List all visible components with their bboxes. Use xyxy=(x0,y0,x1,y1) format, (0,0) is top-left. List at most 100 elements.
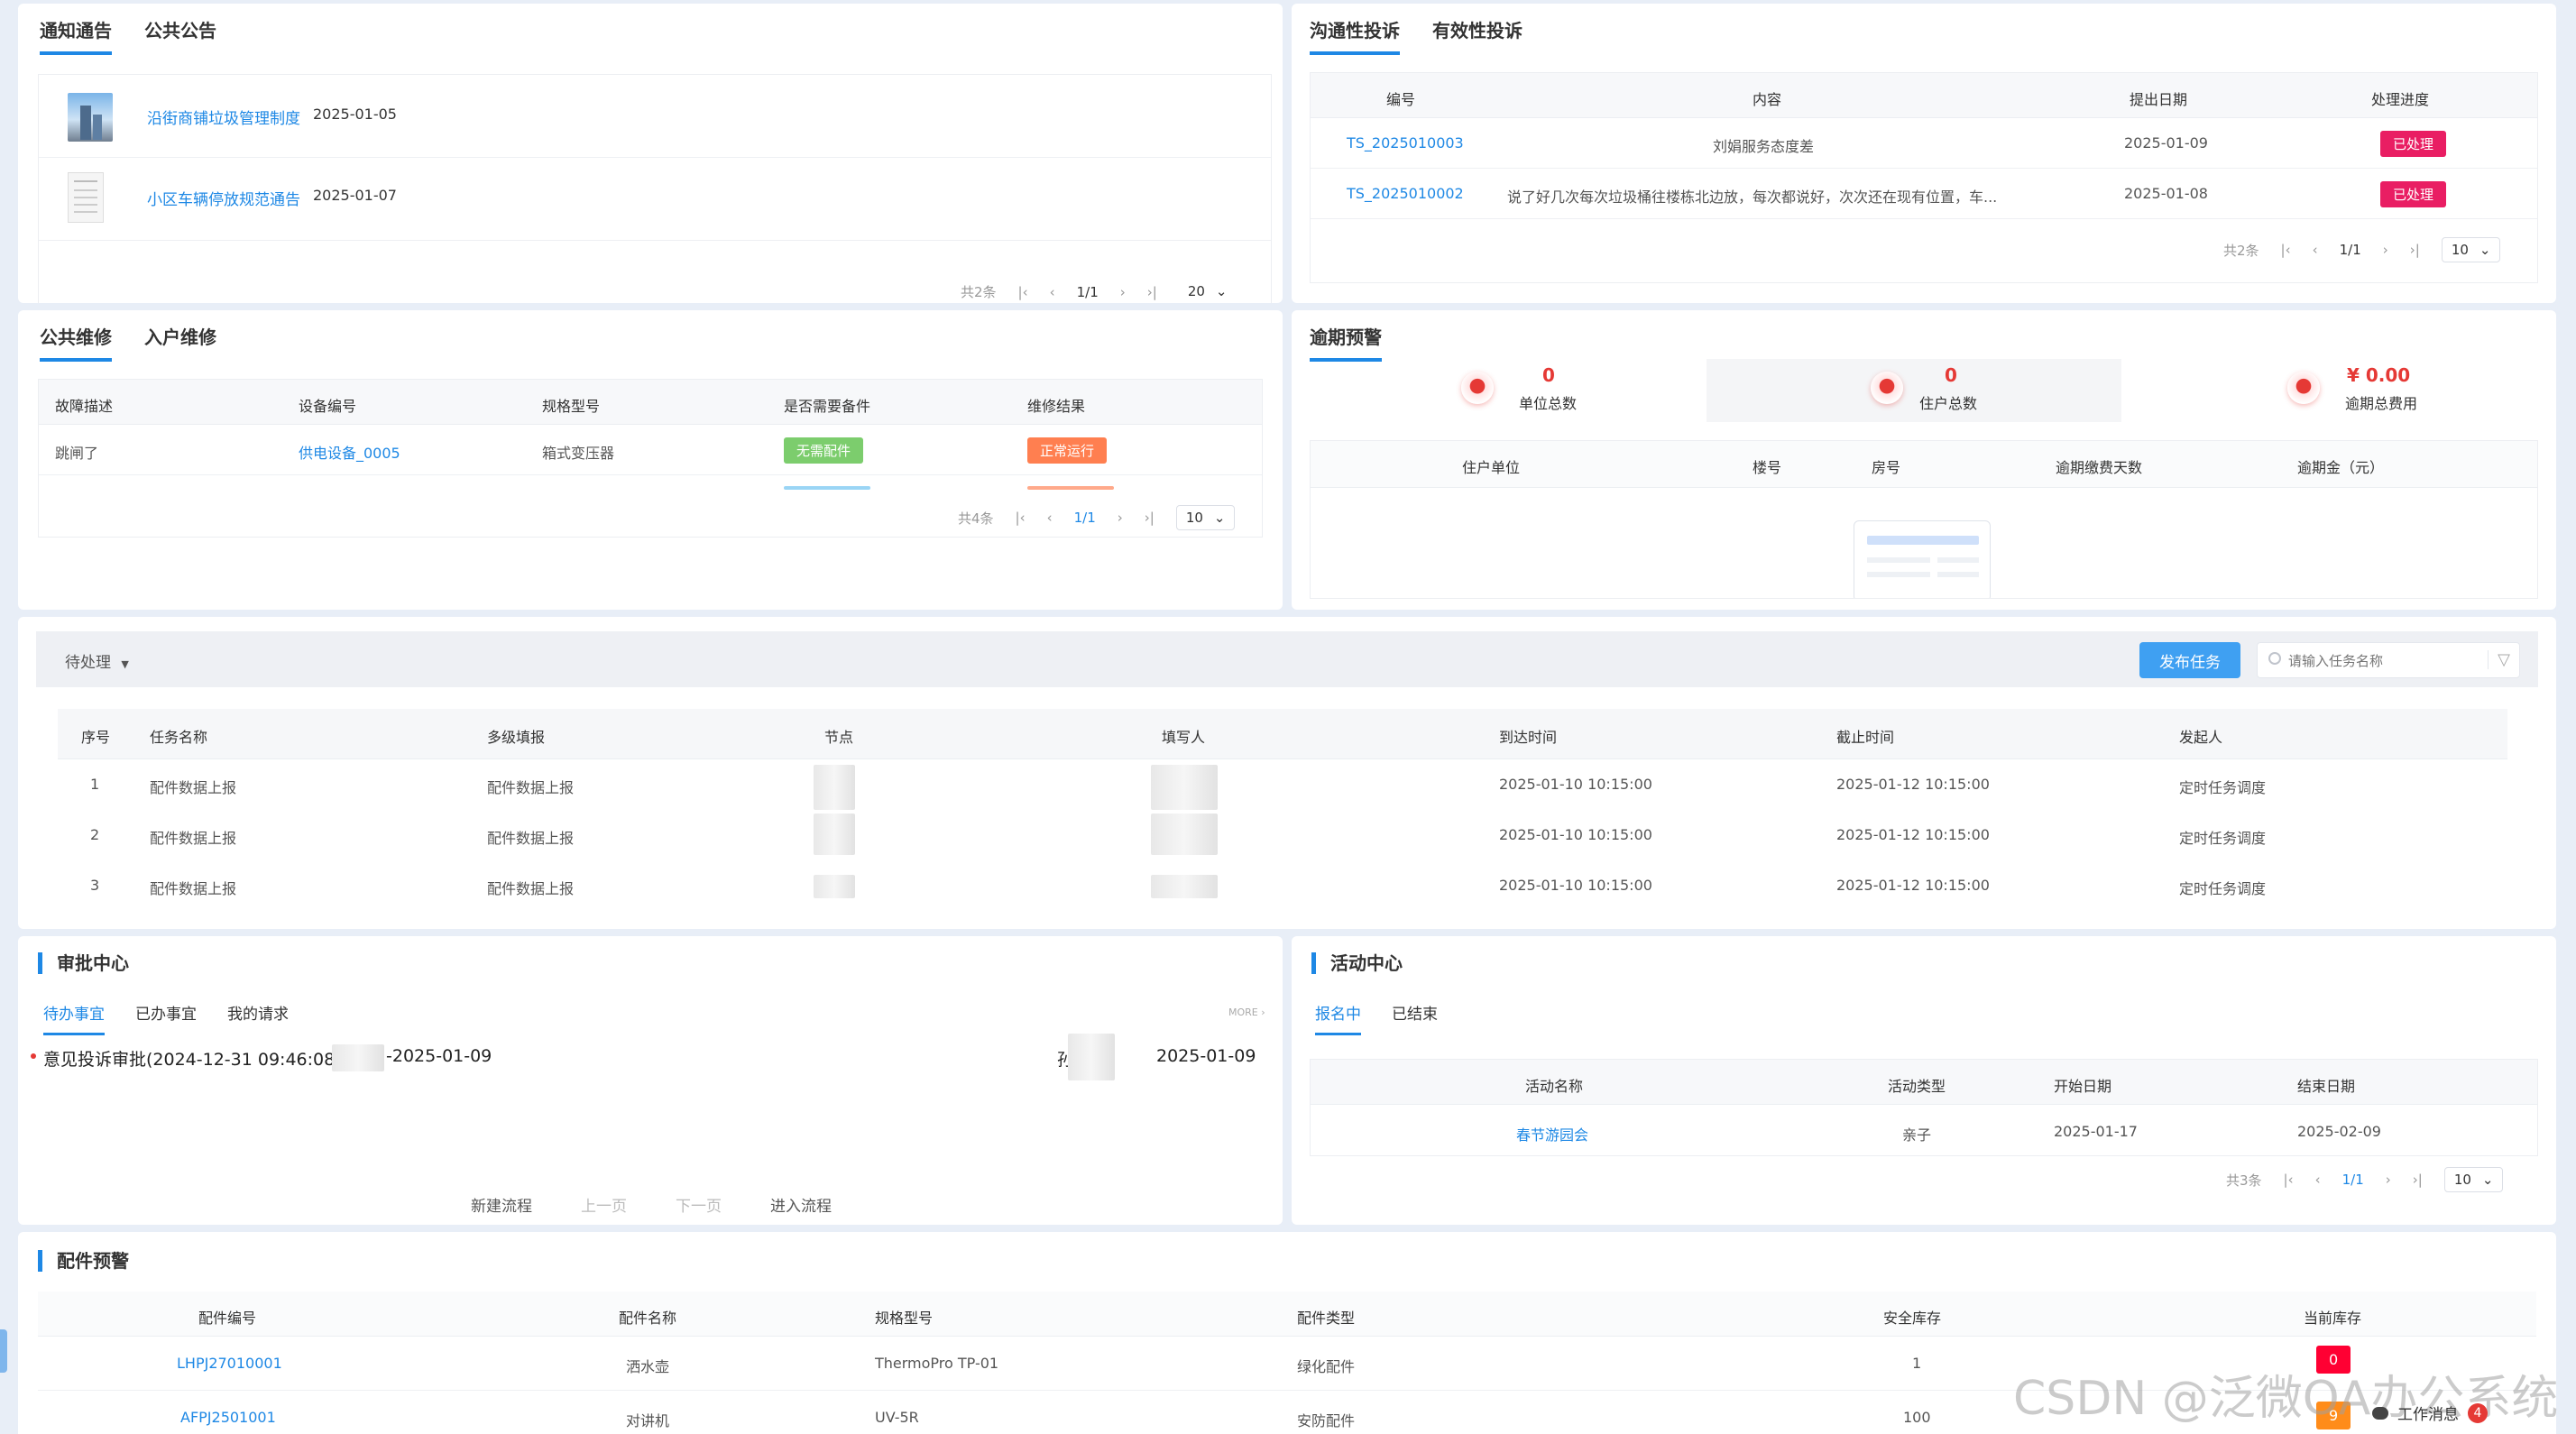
repair-table: 故障描述 设备编号 规格型号 是否需要备件 维修结果 跳闸了 供电设备_0005… xyxy=(38,379,1263,538)
col-part-model: 规格型号 xyxy=(875,1310,934,1327)
prev-page-icon[interactable]: ‹ xyxy=(1049,283,1055,300)
tab-done[interactable]: 已办事宜 xyxy=(135,1006,197,1024)
approval-item[interactable]: 意见投诉审批(2024-12-31 09:46:08)- -2025-01-09… xyxy=(29,1034,1265,1080)
current-stock-badge: 9 xyxy=(2316,1402,2351,1429)
row-no: 3 xyxy=(90,877,100,894)
page-size-select[interactable]: 10 ⌄ xyxy=(1175,505,1236,530)
table-row[interactable]: 2 配件数据上报 配件数据上报 2025-01-10 10:15:00 2025… xyxy=(58,810,2507,860)
col-content: 内容 xyxy=(1753,91,1782,108)
part-model: UV-5R xyxy=(875,1409,919,1426)
page-size-select[interactable]: 20 ⌄ xyxy=(1179,280,1237,303)
page-size-select[interactable]: 10 ⌄ xyxy=(2443,1167,2504,1192)
next-page-icon[interactable]: › xyxy=(2382,242,2388,258)
part-code[interactable]: AFPJ2501001 xyxy=(180,1409,276,1426)
notice-title[interactable]: 沿街商铺垃圾管理制度 xyxy=(147,110,300,128)
filter-icon[interactable]: ▽ xyxy=(2488,650,2510,669)
task-name[interactable]: 配件数据上报 xyxy=(150,880,237,897)
sidebar-toggle-handle[interactable] xyxy=(0,1329,7,1373)
complaint-id[interactable]: TS_2025010002 xyxy=(1347,185,1464,202)
col-part-type: 配件类型 xyxy=(1297,1310,1356,1327)
table-row[interactable]: TS_2025010003 刘娟服务态度差 2025-01-09 已处理 xyxy=(1311,118,2537,169)
col-part-code: 配件编号 xyxy=(198,1310,257,1327)
chevron-down-icon: ⌄ xyxy=(2479,242,2491,258)
task-search-input[interactable] xyxy=(2288,650,2469,672)
table-row[interactable]: 3 配件数据上报 配件数据上报 2025-01-10 10:15:00 2025… xyxy=(58,860,2507,911)
activity-name[interactable]: 春节游园会 xyxy=(1516,1126,1589,1144)
next-page-icon[interactable]: › xyxy=(1119,283,1126,300)
first-page-icon[interactable]: |‹ xyxy=(2280,242,2291,258)
total-count: 共2条 xyxy=(961,284,997,300)
more-link[interactable]: MORE › xyxy=(1228,1007,1265,1018)
tab-home-repair[interactable]: 入户维修 xyxy=(144,326,216,348)
table-row[interactable]: AFPJ2501001 对讲机 UV-5R 安防配件 100 9 xyxy=(38,1391,2536,1434)
first-page-icon[interactable]: |‹ xyxy=(2283,1172,2294,1188)
notice-item[interactable]: 沿街商铺垃圾管理制度 2025-01-05 xyxy=(39,75,1271,158)
table-header: 配件编号 配件名称 规格型号 配件类型 安全库存 当前库存 xyxy=(38,1292,2536,1337)
prev-page-icon[interactable]: ‹ xyxy=(2312,242,2318,258)
work-message-widget[interactable]: 工作消息 4 xyxy=(2372,1402,2488,1424)
complaint-id[interactable]: TS_2025010003 xyxy=(1347,134,1464,152)
publish-task-button[interactable]: 发布任务 xyxy=(2139,642,2240,678)
notice-item[interactable]: 小区车辆停放规范通告 2025-01-07 xyxy=(39,158,1271,241)
part-model: ThermoPro TP-01 xyxy=(875,1355,999,1372)
stat-label: 单位总数 xyxy=(1519,395,1578,412)
tab-ended[interactable]: 已结束 xyxy=(1392,1006,1438,1024)
chevron-down-icon: ⌄ xyxy=(2481,1172,2494,1188)
page-size-select[interactable]: 10 ⌄ xyxy=(2441,237,2501,262)
tab-my-requests[interactable]: 我的请求 xyxy=(227,1006,289,1024)
first-page-icon[interactable]: |‹ xyxy=(1017,283,1028,300)
table-row[interactable]: LHPJ27010001 洒水壶 ThermoPro TP-01 绿化配件 1 … xyxy=(38,1337,2536,1391)
status-filter-dropdown[interactable]: 待处理 ▼ xyxy=(65,649,129,672)
task-name[interactable]: 配件数据上报 xyxy=(150,830,237,847)
page-size-value: 10 xyxy=(1185,510,1203,526)
tab-public-announcement[interactable]: 公共公告 xyxy=(144,20,216,41)
tab-registering[interactable]: 报名中 xyxy=(1315,1001,1361,1035)
enter-flow-button[interactable]: 进入流程 xyxy=(770,1198,832,1216)
building-thumbnail-icon xyxy=(68,93,113,142)
next-page-button[interactable]: 下一页 xyxy=(676,1198,722,1216)
notice-date: 2025-01-05 xyxy=(313,106,397,123)
col-device: 设备编号 xyxy=(299,398,357,415)
part-code[interactable]: LHPJ27010001 xyxy=(177,1355,282,1372)
table-row[interactable]: 1 配件数据上报 配件数据上报 2025-01-10 10:15:00 2025… xyxy=(58,759,2507,810)
tab-public-repair[interactable]: 公共维修 xyxy=(40,323,112,362)
last-page-icon[interactable]: ›| xyxy=(1144,510,1155,526)
table-row[interactable]: 跳闸了 供电设备_0005 箱式变压器 无需配件 正常运行 xyxy=(39,425,1262,475)
device-code[interactable]: 供电设备_0005 xyxy=(299,445,400,462)
prev-page-icon[interactable]: ‹ xyxy=(2314,1172,2321,1188)
prev-page-icon[interactable]: ‹ xyxy=(1046,510,1053,526)
complaint-date: 2025-01-08 xyxy=(2124,185,2208,202)
task-search-box: ▽ xyxy=(2257,642,2520,678)
tab-communication-complaint[interactable]: 沟通性投诉 xyxy=(1310,16,1400,55)
tab-valid-complaint[interactable]: 有效性投诉 xyxy=(1432,20,1523,41)
next-page-icon[interactable]: › xyxy=(1117,510,1123,526)
tab-notice[interactable]: 通知通告 xyxy=(40,16,112,55)
last-page-icon[interactable]: ›| xyxy=(2412,1172,2423,1188)
overdue-card: 逾期预警 0 单位总数 0 住户总数 ¥ 0.00 逾期总费用 住户单位 楼号 … xyxy=(1292,310,2556,610)
col-building: 楼号 xyxy=(1753,459,1782,476)
parts-title: 配件预警 xyxy=(38,1250,129,1272)
stat-household: 0 住户总数 xyxy=(1707,359,2121,422)
deadline-time: 2025-01-12 10:15:00 xyxy=(1836,776,1990,793)
approval-item-title-b: -2025-01-09 xyxy=(386,1046,492,1066)
last-page-icon[interactable]: ›| xyxy=(2409,242,2420,258)
prev-page-button[interactable]: 上一页 xyxy=(581,1198,627,1216)
alarm-shield-icon xyxy=(1461,372,1494,404)
last-page-icon[interactable]: ›| xyxy=(1146,283,1157,300)
new-flow-button[interactable]: 新建流程 xyxy=(471,1198,532,1216)
approval-date: 2025-01-09 xyxy=(1156,1046,1256,1066)
tab-todo[interactable]: 待办事宜 xyxy=(43,1001,105,1035)
col-unit: 住户单位 xyxy=(1462,459,1521,476)
table-row[interactable]: TS_2025010002 说了好几次每次垃圾桶往楼栋北边放，每次都说好，次次还… xyxy=(1311,169,2537,219)
total-count: 共3条 xyxy=(2226,1172,2262,1189)
total-count: 共2条 xyxy=(2223,242,2259,259)
parts-badge: 无需配件 xyxy=(784,437,864,464)
first-page-icon[interactable]: |‹ xyxy=(1015,510,1026,526)
notice-tabs: 通知通告 公共公告 xyxy=(40,16,216,55)
notice-title[interactable]: 小区车辆停放规范通告 xyxy=(147,191,300,209)
task-name[interactable]: 配件数据上报 xyxy=(150,779,237,796)
table-row[interactable]: 春节游园会 亲子 2025-01-17 2025-02-09 xyxy=(1311,1105,2537,1155)
stat-label: 逾期总费用 xyxy=(2345,395,2418,412)
next-page-icon[interactable]: › xyxy=(2385,1172,2391,1188)
status-filter-value: 待处理 xyxy=(65,654,111,672)
